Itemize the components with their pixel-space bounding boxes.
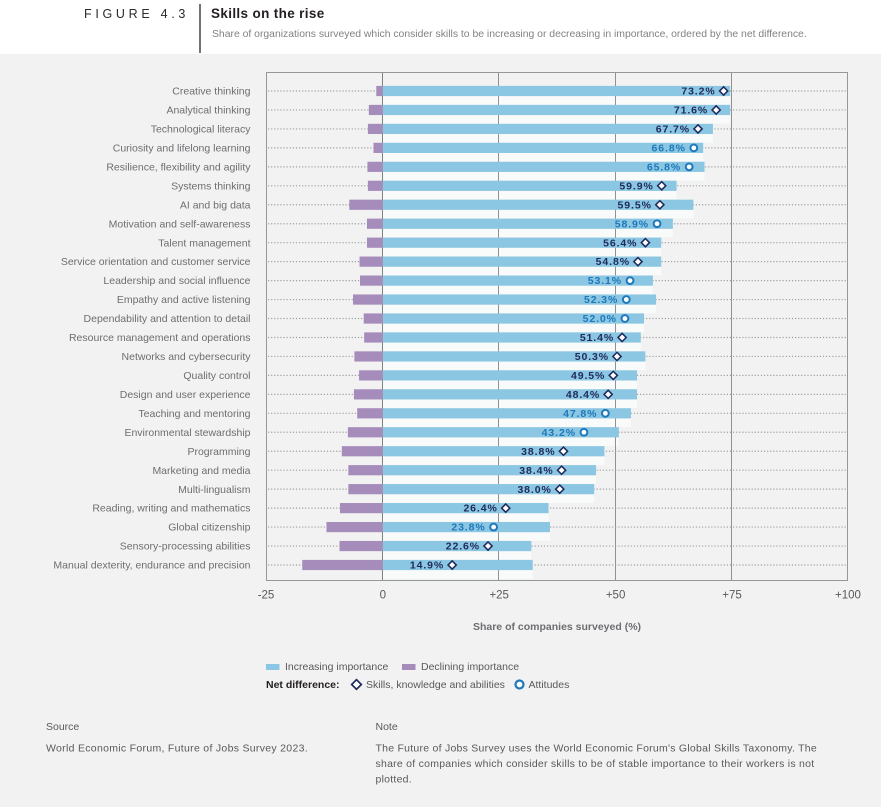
svg-text:50.3%: 50.3% — [575, 351, 609, 363]
svg-text:51.4%: 51.4% — [580, 332, 614, 344]
svg-text:23.8%: 23.8% — [451, 522, 485, 534]
svg-text:49.5%: 49.5% — [571, 370, 605, 382]
svg-text:67.7%: 67.7% — [656, 124, 690, 136]
svg-text:59.5%: 59.5% — [618, 199, 652, 211]
svg-text:66.8%: 66.8% — [652, 142, 686, 154]
svg-text:0: 0 — [380, 590, 386, 602]
svg-text:Motivation and self-awareness: Motivation and self-awareness — [109, 218, 251, 230]
svg-text:Resilience, flexibility and ag: Resilience, flexibility and agility — [106, 161, 251, 173]
svg-text:52.3%: 52.3% — [584, 294, 618, 306]
svg-text:Creative thinking: Creative thinking — [172, 86, 250, 98]
svg-text:56.4%: 56.4% — [603, 237, 637, 249]
svg-text:Dependability and attention to: Dependability and attention to detail — [84, 313, 251, 325]
svg-text:71.6%: 71.6% — [674, 105, 708, 117]
svg-text:73.2%: 73.2% — [681, 86, 715, 98]
svg-text:-25: -25 — [258, 590, 275, 602]
svg-text:Net difference:: Net difference: — [266, 679, 340, 691]
svg-text:38.8%: 38.8% — [521, 446, 555, 458]
svg-text:14.9%: 14.9% — [410, 560, 444, 572]
svg-text:Service orientation and custom: Service orientation and customer service — [61, 256, 251, 268]
svg-text:Teaching and mentoring: Teaching and mentoring — [138, 408, 250, 420]
svg-text:Multi-lingualism: Multi-lingualism — [178, 484, 251, 496]
svg-text:plotted.: plotted. — [376, 774, 412, 786]
svg-text:Global citizenship: Global citizenship — [168, 522, 250, 534]
svg-text:+100: +100 — [835, 590, 861, 602]
svg-text:22.6%: 22.6% — [446, 541, 480, 553]
svg-text:Marketing and media: Marketing and media — [152, 465, 250, 477]
svg-text:Note: Note — [376, 721, 398, 733]
svg-text:Programming: Programming — [187, 446, 250, 458]
svg-text:Skills, knowledge and abilitie: Skills, knowledge and abilities — [366, 679, 505, 691]
svg-text:38.4%: 38.4% — [519, 465, 553, 477]
svg-text:59.9%: 59.9% — [619, 180, 653, 192]
svg-text:Attitudes: Attitudes — [529, 679, 570, 691]
svg-text:Curiosity and lifelong learnin: Curiosity and lifelong learning — [113, 142, 251, 154]
svg-text:Design and user experience: Design and user experience — [120, 389, 251, 401]
svg-text:53.1%: 53.1% — [588, 275, 622, 287]
svg-text:Manual dexterity, endurance an: Manual dexterity, endurance and precisio… — [53, 560, 250, 572]
svg-text:share of companies which consi: share of companies which consider skills… — [376, 758, 815, 770]
svg-text:26.4%: 26.4% — [463, 503, 497, 515]
svg-text:Source: Source — [46, 721, 79, 733]
svg-text:48.4%: 48.4% — [566, 389, 600, 401]
svg-text:Declining importance: Declining importance — [421, 661, 519, 673]
svg-text:Talent management: Talent management — [158, 237, 250, 249]
svg-text:The Future of Jobs Survey uses: The Future of Jobs Survey uses the World… — [376, 743, 818, 755]
svg-text:Resource management and operat: Resource management and operations — [69, 332, 251, 344]
svg-text:Share of companies surveyed (%: Share of companies surveyed (%) — [473, 621, 641, 633]
svg-text:54.8%: 54.8% — [596, 256, 630, 268]
svg-text:58.9%: 58.9% — [615, 218, 649, 230]
svg-text:47.8%: 47.8% — [563, 408, 597, 420]
svg-text:AI and big data: AI and big data — [180, 199, 251, 211]
svg-text:Leadership and social influenc: Leadership and social influence — [103, 275, 250, 287]
svg-text:52.0%: 52.0% — [583, 313, 617, 325]
svg-text:43.2%: 43.2% — [542, 427, 576, 439]
svg-text:Quality control: Quality control — [183, 370, 250, 382]
svg-text:65.8%: 65.8% — [647, 161, 681, 173]
svg-text:World Economic Forum, Future o: World Economic Forum, Future of Jobs Sur… — [46, 743, 308, 755]
svg-text:Environmental stewardship: Environmental stewardship — [124, 427, 250, 439]
svg-text:Technological literacy: Technological literacy — [151, 124, 252, 136]
svg-text:Analytical thinking: Analytical thinking — [166, 105, 250, 117]
svg-text:+25: +25 — [489, 590, 509, 602]
svg-text:Systems thinking: Systems thinking — [171, 180, 251, 192]
svg-text:Sensory-processing abilities: Sensory-processing abilities — [120, 541, 251, 553]
svg-text:38.0%: 38.0% — [517, 484, 551, 496]
svg-text:+50: +50 — [606, 590, 626, 602]
svg-text:Increasing importance: Increasing importance — [285, 661, 388, 673]
svg-text:+75: +75 — [722, 590, 742, 602]
svg-text:Reading, writing and mathemati: Reading, writing and mathematics — [92, 503, 250, 515]
svg-text:Networks and cybersecurity: Networks and cybersecurity — [122, 351, 252, 363]
svg-text:Empathy and active listening: Empathy and active listening — [117, 294, 251, 306]
